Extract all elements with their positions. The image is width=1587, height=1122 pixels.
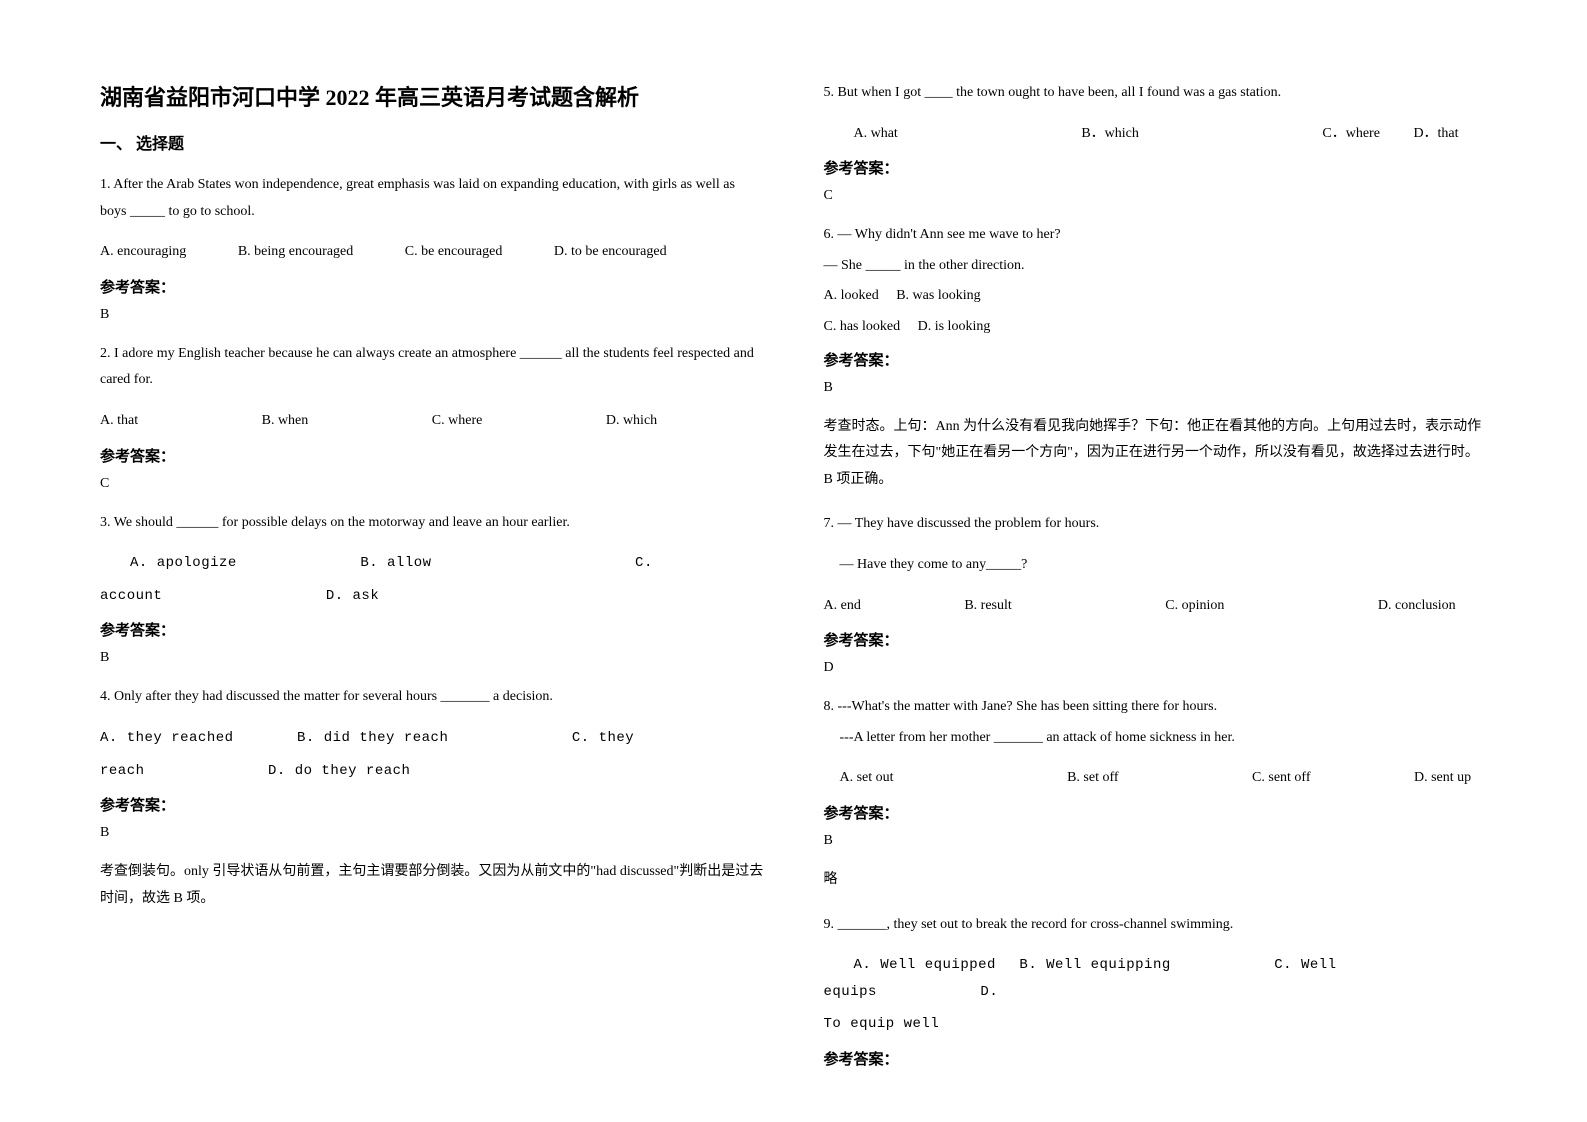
q5-opt-b: B．which — [1081, 126, 1139, 141]
q9-options: A. Well equipped B. Well equipping C. We… — [824, 952, 1488, 1038]
q8-answer: B — [824, 833, 1488, 849]
q5-opt-a: A. what — [854, 126, 898, 141]
q1-opt-a: A. encouraging — [100, 239, 186, 266]
q4-text: 4. Only after they had discussed the mat… — [100, 684, 764, 711]
q3-opt-a: A. apologize — [130, 555, 237, 571]
q4-opt-b: B. did they reach — [297, 730, 448, 746]
q3-opt-c: account — [100, 588, 162, 604]
q6-opt-d: D. is looking — [918, 319, 991, 334]
q9-text: 9. _______, they set out to break the re… — [824, 912, 1488, 939]
q9-opt-d-prefix: D. — [980, 984, 998, 1000]
q6-line1: 6. — Why didn't Ann see me wave to her? — [824, 222, 1488, 249]
q3-text: 3. We should ______ for possible delays … — [100, 510, 764, 537]
q4-opt-d: D. do they reach — [268, 763, 410, 779]
q9-answer-heading: 参考答案： — [824, 1048, 1488, 1069]
q7-line2: — Have they come to any_____? — [840, 552, 1488, 579]
q2-opt-b: B. when — [262, 408, 309, 435]
section-heading: 一、 选择题 — [100, 130, 764, 154]
q6-explanation: 考查时态。上句：Ann 为什么没有看见我向她挥手？下句：他正在看其他的方向。上句… — [824, 414, 1488, 494]
q4-opt-c-prefix: C. they — [572, 730, 634, 746]
q9-opt-b: B. Well equipping — [1019, 957, 1170, 973]
q3-opt-c-prefix: C. — [635, 555, 653, 571]
q2-answer: C — [100, 476, 764, 492]
q6-opt-c: C. has looked — [824, 319, 901, 334]
q6-line2: — She _____ in the other direction. — [824, 253, 1488, 280]
q7-opt-b: B. result — [964, 598, 1011, 613]
q7-opt-c: C. opinion — [1165, 598, 1224, 613]
q6-answer-heading: 参考答案： — [824, 349, 1488, 370]
q3-options: A. apologize B. allow C. account D. ask — [100, 550, 764, 609]
page-title: 湖南省益阳市河口中学 2022 年高三英语月考试题含解析 — [100, 80, 764, 112]
q9-opt-d-suffix: To equip well — [824, 1016, 940, 1032]
q7-line1: 7. — They have discussed the problem for… — [824, 511, 1488, 538]
q3-opt-d: D. ask — [326, 588, 379, 604]
q8-opt-d: D. sent up — [1414, 770, 1471, 785]
q5-text-span: 5. But when I got ____ the town ought to… — [824, 85, 1282, 100]
q7-options: A. end B. result C. opinion D. conclusio… — [824, 593, 1488, 620]
q8-answer-heading: 参考答案： — [824, 802, 1488, 823]
q5-answer-heading: 参考答案： — [824, 157, 1488, 178]
q2-options: A. that B. when C. where D. which — [100, 408, 764, 435]
q5-options: A. what B．which C．where D．that — [824, 121, 1488, 148]
q8-explanation: 略 — [824, 867, 1488, 894]
q2-opt-c: C. where — [432, 408, 483, 435]
q1-options: A. encouraging B. being encouraged C. be… — [100, 239, 764, 266]
q2-text: 2. I adore my English teacher because he… — [100, 341, 764, 394]
q5-answer: C — [824, 188, 1488, 204]
q7-answer-heading: 参考答案： — [824, 629, 1488, 650]
q1-answer: B — [100, 307, 764, 323]
q3-answer-heading: 参考答案： — [100, 619, 764, 640]
q3-answer: B — [100, 650, 764, 666]
q4-opt-c-suffix: reach — [100, 763, 145, 779]
q7-opt-d: D. conclusion — [1378, 598, 1456, 613]
q8-opt-a: A. set out — [840, 770, 894, 785]
q4-explanation: 考查倒装句。only 引导状语从句前置，主句主谓要部分倒装。又因为从前文中的"h… — [100, 859, 764, 912]
q7-opt-a: A. end — [824, 598, 861, 613]
q4-answer-heading: 参考答案： — [100, 794, 764, 815]
q5-opt-c: C．where — [1322, 126, 1380, 141]
q6-opt-a: A. looked — [824, 288, 879, 303]
q6-opt-b: B. was looking — [896, 288, 980, 303]
q1-opt-d: D. to be encouraged — [554, 239, 667, 266]
q8-opt-b: B. set off — [1067, 770, 1118, 785]
q4-answer: B — [100, 825, 764, 841]
q3-opt-b: B. allow — [360, 555, 431, 571]
q8-line2: ---A letter from her mother _______ an a… — [840, 725, 1488, 752]
q9-opt-a: A. Well equipped — [854, 957, 996, 973]
q6-opts-row2: C. has looked D. is looking — [824, 314, 1488, 341]
q8-line1: 8. ---What's the matter with Jane? She h… — [824, 694, 1488, 721]
q8-opt-c: C. sent off — [1252, 770, 1310, 785]
q7-answer: D — [824, 660, 1488, 676]
q1-answer-heading: 参考答案： — [100, 276, 764, 297]
q6-opts-row1: A. looked B. was looking — [824, 283, 1488, 310]
q6-answer: B — [824, 380, 1488, 396]
q1-opt-b: B. being encouraged — [238, 239, 353, 266]
q8-options: A. set out B. set off C. sent off D. sen… — [824, 765, 1488, 792]
q1-opt-c: C. be encouraged — [405, 239, 503, 266]
q5-text: 5. But when I got ____ the town ought to… — [824, 80, 1488, 107]
q1-text: 1. After the Arab States won independenc… — [100, 172, 764, 225]
q4-options: A. they reached B. did they reach C. the… — [100, 725, 764, 784]
q2-opt-a: A. that — [100, 408, 138, 435]
q2-opt-d: D. which — [606, 413, 657, 428]
q2-answer-heading: 参考答案： — [100, 445, 764, 466]
q4-opt-a: A. they reached — [100, 730, 234, 746]
q5-opt-d: D．that — [1413, 126, 1458, 141]
